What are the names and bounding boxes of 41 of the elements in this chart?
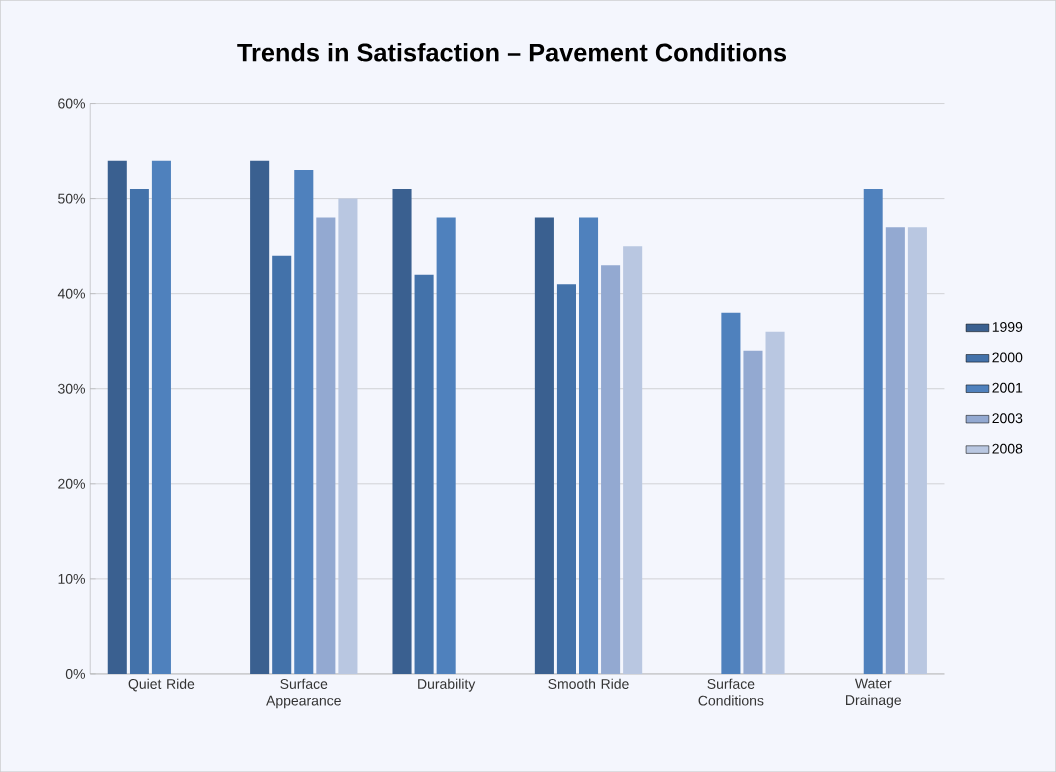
bar: [414, 274, 434, 674]
x-tick-label: Surface Appearance: [266, 678, 341, 709]
legend-label: 2003: [992, 413, 1023, 424]
bar: [601, 265, 621, 674]
bar: [151, 160, 171, 674]
bar: [316, 217, 336, 674]
bar: [436, 217, 456, 674]
x-tick-label: Durability: [418, 678, 476, 692]
x-tick-label: Quiet Ride: [128, 678, 195, 692]
bar: [129, 189, 149, 674]
bar: [721, 312, 741, 674]
x-tick-label: Smooth Ride: [548, 678, 629, 689]
bar: [250, 160, 270, 674]
legend-label: 2000: [992, 352, 1023, 363]
x-tick-label: Surface Conditions: [698, 678, 764, 706]
bar: [294, 170, 314, 674]
bar: [907, 227, 927, 674]
bar: [623, 246, 643, 674]
bar: [743, 350, 763, 674]
bar: [556, 284, 576, 674]
bar: [107, 160, 127, 674]
bar: [863, 189, 883, 674]
y-tick-label: 0%: [65, 668, 86, 679]
bar: [765, 331, 785, 674]
chart-title: Trends in Satisfaction – Pavement Conditions: [237, 42, 787, 62]
legend-label: 2008: [992, 443, 1023, 454]
y-tick-label: 50%: [58, 193, 86, 204]
bar: [534, 217, 554, 674]
bar: [578, 217, 599, 674]
y-tick-label: 60%: [58, 98, 86, 109]
bar: [392, 189, 412, 674]
y-tick-label: 30%: [58, 383, 86, 394]
y-tick-label: 20%: [58, 478, 86, 489]
y-tick-label: 40%: [57, 288, 86, 299]
x-tick-label: Water Drainage: [846, 678, 902, 708]
legend-label: 2001: [992, 382, 1023, 393]
bar: [885, 227, 905, 674]
bar: [338, 198, 358, 674]
legend-label: 1999: [992, 321, 1023, 332]
bar: [272, 255, 292, 674]
y-tick-label: 10%: [58, 573, 86, 584]
